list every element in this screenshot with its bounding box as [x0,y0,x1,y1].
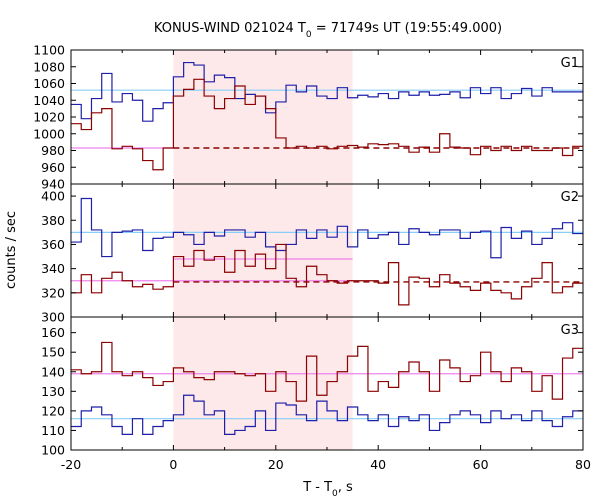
panel-g3-y-tick-label: 140 [41,364,65,379]
panel-g3-y-tick-label: 150 [41,345,65,360]
panel-g3-y-tick-label: 120 [41,403,65,418]
panel-g3-series-red [71,341,583,402]
panel-g1-y-tick-label: 1060 [33,76,65,91]
panel-g1-y-tick-label: 1020 [33,110,65,125]
chart-title: KONUS-WIND 021024 T0 = 71749s UT (19:55:… [154,21,502,40]
panel-g2-y-tick-label: 340 [41,261,65,276]
panel-g3-y-tick-label: 100 [41,443,65,458]
x-axis-label: T - T0, s [302,480,353,499]
panel-g2-series-red [71,243,583,306]
panel-g1-y-tick-label: 1080 [33,59,65,74]
x-axis-label-subscript: 0 [332,489,338,499]
panel-g3-y-tick-label: 110 [41,423,65,438]
panel-g1-shaded-interval [173,50,353,184]
panel-g3-y-tick-label: 160 [41,325,65,340]
panel-g2-label: G2 [561,190,579,205]
panel-g1-y-tick-label: 980 [41,143,65,158]
panel-g1-series-red [71,78,583,171]
panel-g3-shaded-interval [173,317,353,450]
panel-g2-y-tick-label: 400 [41,189,65,204]
x-axis-label-rest: , s [338,480,353,495]
chart-title-rest: = 71749s UT (19:55:49.000) [312,21,502,36]
panel-g2-y-tick-label: 360 [41,237,65,252]
panel-g2-y-tick-label: 300 [41,310,65,325]
x-axis-label-main: T - T [302,480,332,495]
x-tick-label: 60 [473,457,489,472]
panel-g3-label: G3 [561,323,579,338]
x-tick-label: 0 [169,457,177,472]
panel-g1-y-tick-label: 940 [41,177,65,192]
x-tick-label: 20 [268,457,284,472]
panel-g2-y-tick-label: 380 [41,213,65,228]
x-tick-label: -20 [61,457,81,472]
panel-g2-y-tick-label: 320 [41,285,65,300]
panel-g3-series-blue [71,394,583,435]
frames-layer [70,49,584,451]
chart-title-subscript: 0 [306,30,312,40]
panel-g1-series-blue [71,61,583,122]
panel-g1-label: G1 [561,56,579,71]
panel-g2-series-blue [71,197,583,259]
y-axis-label: counts / sec [4,211,19,289]
text-layer: 940960980100010201040106010801100G130032… [33,43,591,473]
x-tick-label: 40 [370,457,386,472]
panel-g1-y-tick-label: 960 [41,160,65,175]
panel-g1-y-tick-label: 1100 [33,43,65,58]
panel-g3-y-tick-label: 130 [41,384,65,399]
shade-layer [173,50,353,450]
panel-g1-y-tick-label: 1040 [33,93,65,108]
series-layer [71,61,583,435]
panel-g1-y-tick-label: 1000 [33,126,65,141]
chart-title-main: KONUS-WIND 021024 T [154,21,306,36]
x-tick-label: 80 [575,457,591,472]
